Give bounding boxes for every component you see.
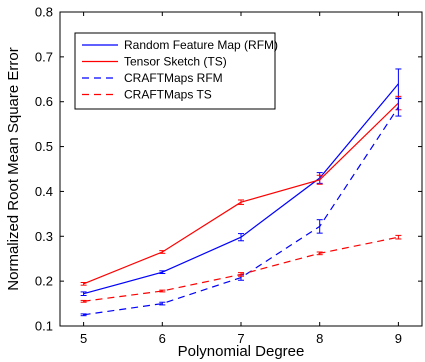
legend-items: Random Feature Map (RFM) Tensor Sketch (T… [82,38,278,102]
series-3 [80,97,402,317]
x-tick-label: 9 [395,331,402,346]
legend-label: Random Feature Map (RFM) [124,38,278,52]
y-tick-label: 0.4 [35,184,53,199]
error-bar [159,270,166,275]
y-tick-label: 0.3 [35,229,53,244]
x-axis-label: Polynomial Degree [178,343,305,360]
error-bar [238,199,244,205]
error-bar [80,299,87,303]
y-tick-label: 0.7 [35,49,53,64]
error-bar [80,281,87,286]
error-bar [316,174,323,185]
y-tick-label: 0.8 [35,5,53,20]
x-tick-label: 7 [237,331,244,346]
error-bar [395,97,402,117]
legend-box [74,32,276,110]
error-bar [80,313,87,317]
series-layer [80,68,402,317]
x-tick-label: 6 [159,331,166,346]
error-bar [159,301,166,306]
y-tick-label: 0.5 [35,139,53,154]
legend: Random Feature Map (RFM) Tensor Sketch (T… [74,32,278,110]
error-bar [159,250,166,254]
error-bar [238,272,244,277]
y-tick-label: 0.2 [35,274,53,289]
error-bar [159,289,166,293]
axis-ticks: 5 6 7 8 9 0.1 0.2 0.3 0.4 0.5 0.6 0.7 0.8 [35,5,422,346]
series-4 [80,234,402,303]
y-tick-label: 0.6 [35,94,53,109]
error-bar [395,234,402,240]
error-bar [316,251,323,256]
y-axis-label: Normalized Root Mean Square Error [5,47,22,290]
legend-label: CRAFTMaps RFM [124,71,223,85]
error-bar [316,219,323,234]
x-tick-label: 5 [80,331,87,346]
error-bar [238,233,244,242]
y-tick-label: 0.1 [35,319,53,334]
error-bar [80,291,87,296]
x-tick-label: 8 [316,331,323,346]
legend-label: CRAFTMaps TS [124,88,212,102]
legend-label: Tensor Sketch (TS) [124,55,227,69]
